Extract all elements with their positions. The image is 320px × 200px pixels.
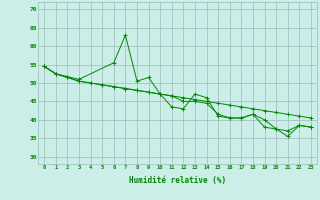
X-axis label: Humidité relative (%): Humidité relative (%) bbox=[129, 176, 226, 185]
